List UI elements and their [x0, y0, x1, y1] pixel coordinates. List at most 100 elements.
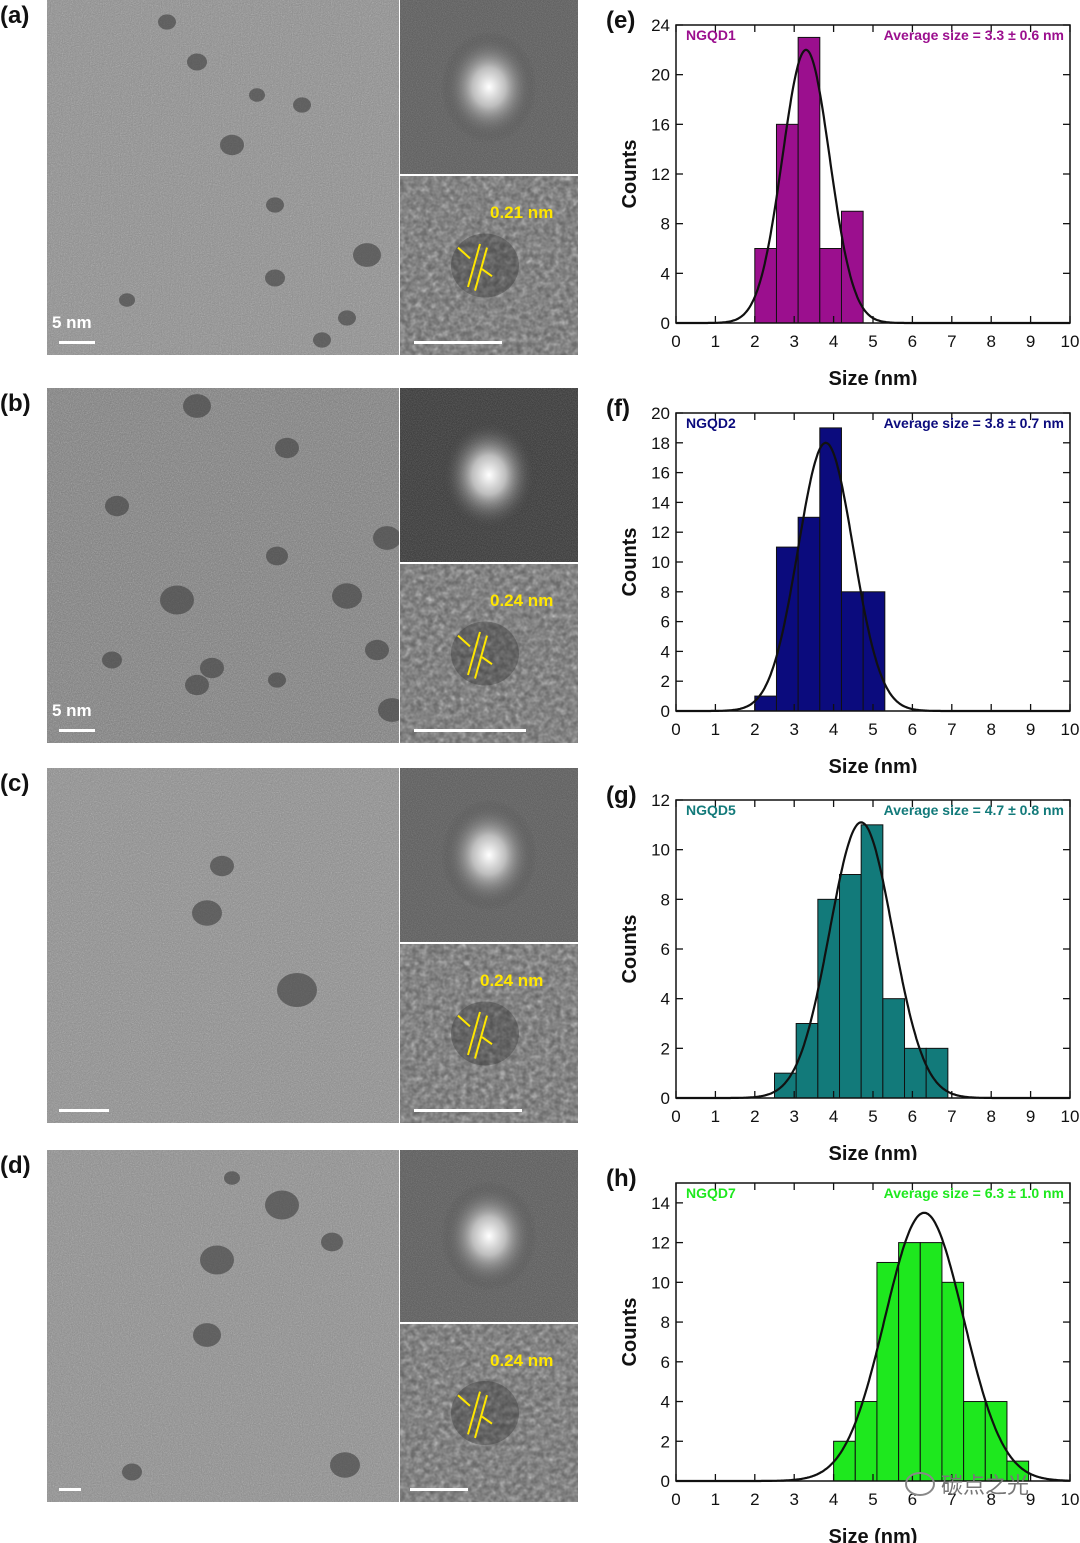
x-axis-label: Size (nm): [829, 1526, 918, 1543]
y-tick-label: 18: [651, 434, 670, 453]
x-tick-label: 2: [750, 1490, 759, 1509]
y-tick-label: 16: [651, 115, 670, 134]
histogram-bar: [774, 1072, 797, 1099]
y-tick-label: 14: [651, 493, 670, 512]
x-tick-label: 4: [829, 1490, 838, 1509]
fft-inset: [400, 1150, 578, 1322]
nanodot: [268, 672, 286, 688]
watermark: 碳点之光: [905, 1468, 1029, 1500]
y-tick-label: 6: [661, 613, 670, 632]
hrtem-inset: 0.24 nm: [400, 1324, 578, 1502]
x-tick-label: 8: [986, 720, 995, 739]
average-size-annotation: Average size = 4.7 ± 0.8 nm: [884, 802, 1064, 818]
series-name: NGQD7: [686, 1185, 736, 1201]
x-tick-label: 9: [1026, 332, 1035, 351]
x-tick-label: 2: [750, 720, 759, 739]
x-tick-label: 6: [908, 1490, 917, 1509]
x-axis-label: Size (nm): [829, 756, 918, 773]
nanodot: [193, 1323, 221, 1347]
wechat-icon: [905, 1472, 935, 1496]
plot-frame: [675, 24, 1071, 324]
x-tick-label: 7: [947, 332, 956, 351]
nanodot: [313, 332, 331, 348]
y-tick-label: 4: [661, 990, 670, 1009]
histogram-bar: [941, 1281, 965, 1482]
y-tick-label: 12: [651, 1234, 670, 1253]
histogram-bar: [876, 1261, 900, 1482]
average-size-annotation: Average size = 6.3 ± 1.0 nm: [884, 1185, 1064, 1201]
tem-image-d: [47, 1150, 399, 1502]
panel-label: (h): [606, 1165, 637, 1192]
nanodot: [185, 674, 209, 696]
x-tick-label: 10: [1061, 1107, 1080, 1126]
scale-bar: [59, 1488, 81, 1491]
panel-label-d: (d): [0, 1152, 31, 1179]
y-tick-label: 12: [651, 165, 670, 184]
nanodot: [266, 546, 288, 566]
histogram-bar: [898, 1242, 921, 1482]
scale-bar-label: 5 nm: [52, 701, 92, 720]
y-tick-label: 2: [661, 1432, 670, 1451]
y-axis-label: Counts: [619, 915, 641, 984]
nanodot: [122, 1463, 142, 1481]
y-tick-label: 0: [661, 1089, 670, 1108]
lattice-fringe-label: 0.24 nm: [490, 590, 554, 610]
x-tick-label: 2: [750, 332, 759, 351]
x-tick-label: 5: [868, 720, 877, 739]
y-axis-label: Counts: [619, 1298, 641, 1367]
x-tick-label: 7: [947, 720, 956, 739]
x-tick-label: 3: [789, 720, 798, 739]
y-tick-label: 16: [651, 464, 670, 483]
x-tick-label: 9: [1026, 1490, 1035, 1509]
y-tick-label: 8: [661, 1313, 670, 1332]
scale-bar-label: 5 nm: [52, 313, 92, 332]
average-size-annotation: Average size = 3.3 ± 0.6 nm: [884, 27, 1064, 43]
x-tick-label: 0: [671, 720, 680, 739]
y-tick-label: 0: [661, 1472, 670, 1491]
hrtem-inset: 0.24 nm: [400, 944, 578, 1123]
x-tick-label: 8: [986, 1490, 995, 1509]
x-tick-label: 1: [711, 720, 720, 739]
panel-label: (f): [606, 395, 630, 422]
y-tick-label: 8: [661, 583, 670, 602]
y-tick-label: 4: [661, 1393, 670, 1412]
panel-label-b: (b): [0, 390, 31, 417]
x-tick-label: 1: [711, 332, 720, 351]
panel-label: (e): [606, 7, 635, 34]
y-tick-label: 12: [651, 791, 670, 810]
average-size-annotation: Average size = 3.8 ± 0.7 nm: [884, 415, 1064, 431]
x-tick-label: 8: [986, 332, 995, 351]
y-tick-label: 10: [651, 841, 670, 860]
nanodot: [365, 639, 389, 661]
nanodot: [200, 1245, 234, 1275]
nanodot: [277, 973, 317, 1007]
x-tick-label: 5: [868, 332, 877, 351]
panel-label-a: (a): [0, 2, 30, 29]
y-tick-label: 20: [651, 404, 670, 423]
histogram-bar: [817, 898, 841, 1099]
fft-inset: [400, 388, 578, 562]
nanodot: [119, 293, 135, 307]
nanodot: [158, 14, 176, 30]
nanodot: [192, 900, 222, 926]
scale-bar: [59, 341, 95, 344]
nanodot: [200, 657, 224, 679]
y-tick-label: 8: [661, 890, 670, 909]
y-tick-label: 4: [661, 642, 670, 661]
hrtem-inset: 0.24 nm: [400, 564, 578, 743]
histogram-bar: [882, 998, 906, 1099]
y-tick-label: 6: [661, 940, 670, 959]
tem-image-a: 5 nm: [47, 0, 399, 355]
y-tick-label: 4: [661, 264, 670, 283]
x-tick-label: 5: [868, 1490, 877, 1509]
lattice-fringe-label: 0.24 nm: [480, 970, 544, 990]
y-tick-label: 0: [661, 702, 670, 721]
lattice-fringe-label: 0.24 nm: [490, 1350, 554, 1370]
x-tick-label: 5: [868, 1107, 877, 1126]
nanodot: [321, 1232, 343, 1252]
histogram-bar: [919, 1242, 943, 1482]
lattice-fringe-label: 0.21 nm: [490, 202, 554, 222]
panel-label: (g): [606, 782, 637, 809]
